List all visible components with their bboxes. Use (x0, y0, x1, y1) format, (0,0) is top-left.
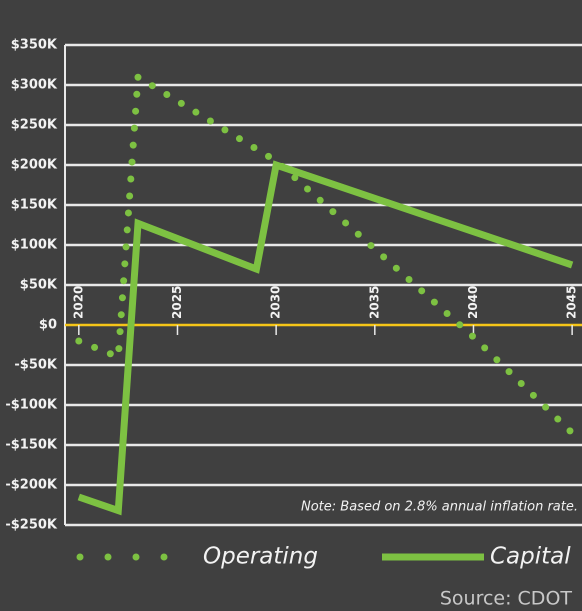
x-tick-label: 2025 (170, 286, 184, 319)
x-tick-label: 2040 (466, 286, 480, 319)
x-tick-label: 2020 (71, 286, 85, 319)
note: Note: Based on 2.8% annual inflation rat… (301, 500, 578, 515)
y-tick-label: $200K (11, 158, 58, 173)
y-tick-label: -$200K (5, 478, 58, 493)
y-tick-label: -$100K (5, 398, 58, 413)
y-tick-label: $100K (11, 238, 58, 253)
x-tick-label: 2030 (269, 286, 283, 319)
y-tick-label: -$50K (14, 358, 58, 373)
y-tick-label: $50K (20, 278, 58, 293)
y-tick-label: -$250K (5, 518, 58, 533)
y-tick-label: $350K (11, 38, 58, 53)
legend-label: Capital (490, 544, 571, 570)
x-tick-label: 2035 (367, 286, 381, 319)
series-line (75, 71, 576, 437)
y-tick-label: $250K (11, 118, 58, 133)
y-tick-label: $150K (11, 198, 58, 213)
series-line (77, 160, 574, 516)
y-tick-label: $0 (39, 318, 57, 333)
x-tick-label: 2045 (565, 286, 579, 319)
legend-label: Operating (203, 544, 318, 570)
source: Source: CDOT (440, 588, 573, 610)
y-tick-label: $300K (11, 78, 58, 93)
y-tick-label: -$150K (5, 438, 58, 453)
